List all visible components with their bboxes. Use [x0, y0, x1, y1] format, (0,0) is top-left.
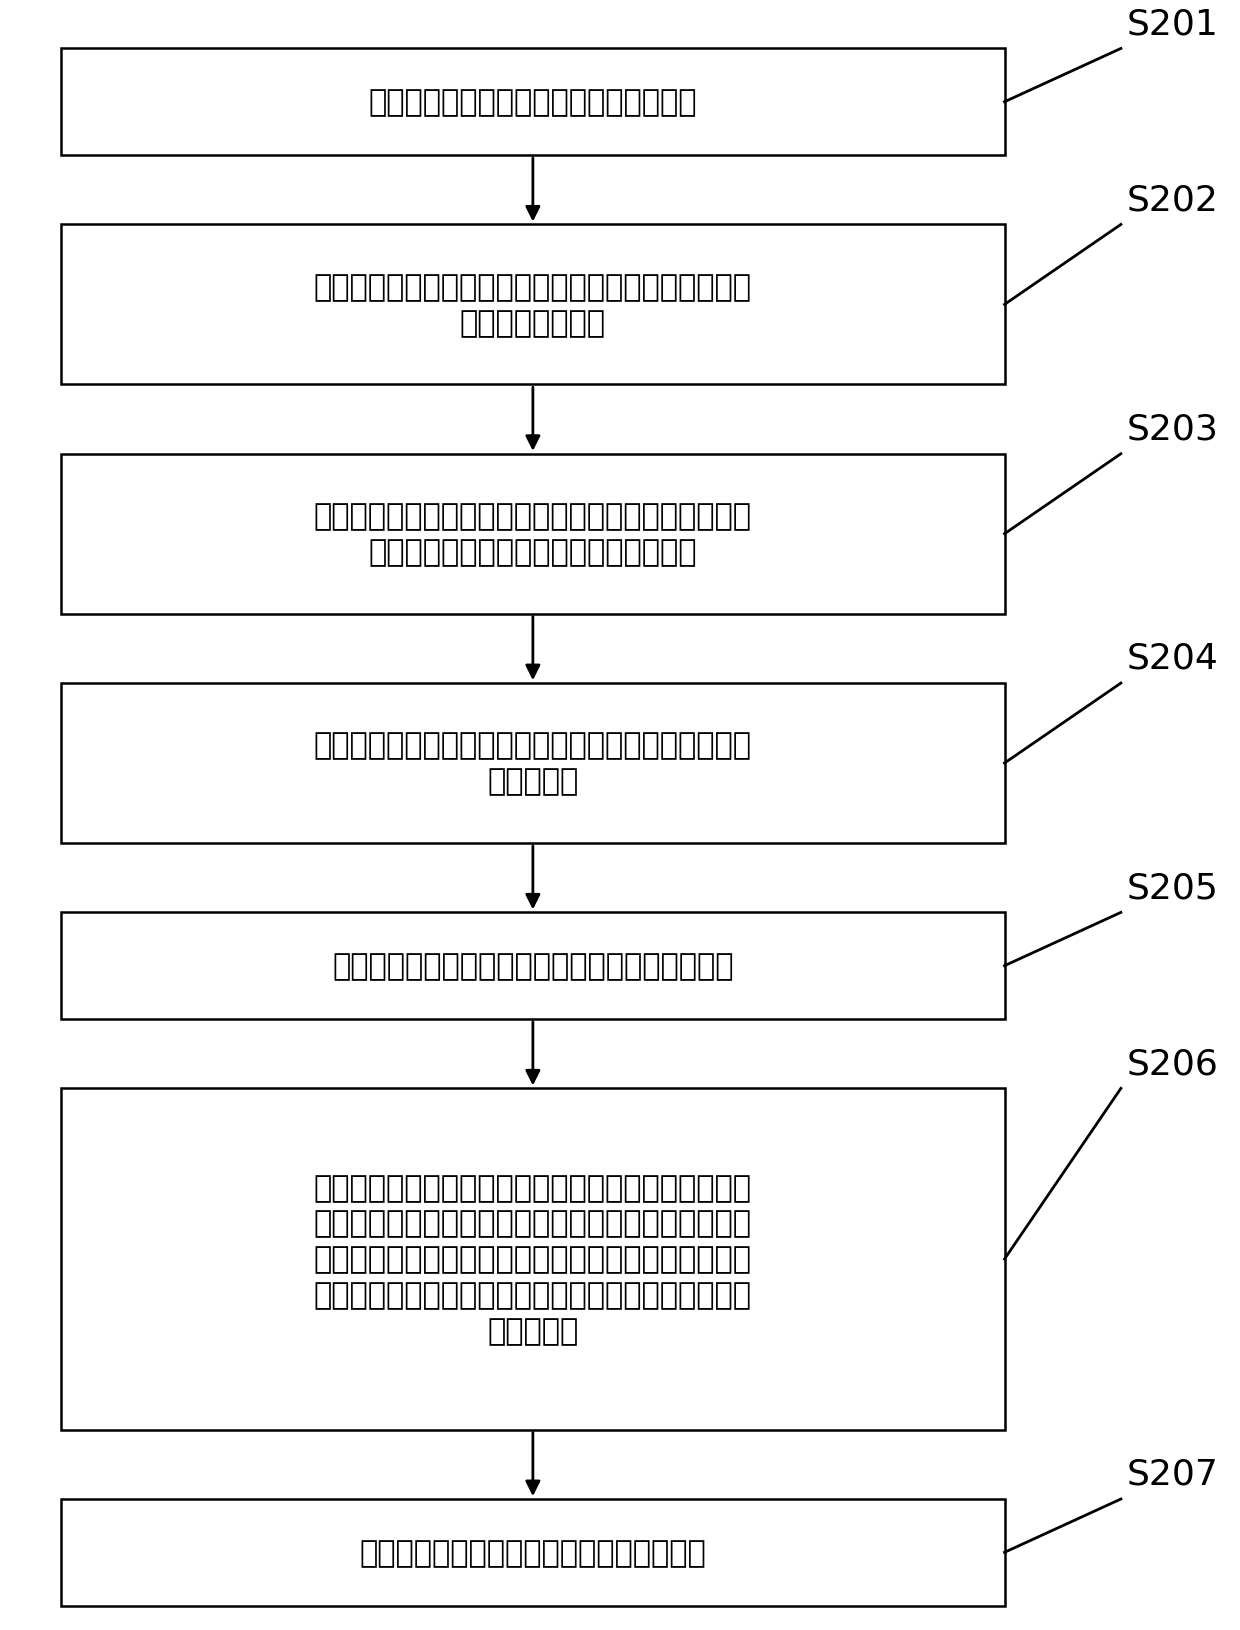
Text: 检测场景地图中高度相同的板块的高度，得到一组或多
组相连的第一板块: 检测场景地图中高度相同的板块的高度，得到一组或多 组相连的第一板块 — [314, 272, 751, 337]
Bar — [61, 455, 1004, 615]
Bar — [61, 683, 1004, 844]
Bar — [61, 913, 1004, 1019]
Text: 对一块或多块第五板块进行多次搜索，直到搜索得到的
板块包含目的地，执行对第四板块进行搜索，确定一块
或多块与第四板块连接的第五板块，根据一块或多块第
五板块得到: 对一块或多块第五板块进行多次搜索，直到搜索得到的 板块包含目的地，执行对第四板块… — [314, 1174, 751, 1345]
Text: 从一条或多条第一路线中选取一条动态路线: 从一条或多条第一路线中选取一条动态路线 — [360, 1537, 707, 1566]
Bar — [61, 225, 1004, 385]
Bar — [61, 1500, 1004, 1606]
Text: 获取场景地图中的一块或多块板块的高度: 获取场景地图中的一块或多块板块的高度 — [368, 88, 697, 117]
Bar — [61, 1089, 1004, 1430]
Text: 对第四板块进行搜索，确定一块或多块与第四板块连接
的第五板块: 对第四板块进行搜索，确定一块或多块与第四板块连接 的第五板块 — [314, 732, 751, 795]
Text: S204: S204 — [1127, 642, 1219, 675]
Text: S206: S206 — [1127, 1046, 1219, 1081]
Text: S207: S207 — [1127, 1457, 1219, 1491]
Bar — [61, 49, 1004, 156]
Text: S203: S203 — [1127, 412, 1219, 447]
Text: S201: S201 — [1127, 7, 1219, 41]
Text: 检测场景地图板块的高度与其他板块的高度均不相同的
板块，得到一组或多组不相连的第二板块: 检测场景地图板块的高度与其他板块的高度均不相同的 板块，得到一组或多组不相连的第… — [314, 502, 751, 567]
Text: 根据一块或多块第五板块得到一条或多条第二路线: 根据一块或多块第五板块得到一条或多条第二路线 — [332, 952, 734, 981]
Text: S205: S205 — [1127, 870, 1219, 905]
Text: S202: S202 — [1127, 183, 1219, 217]
